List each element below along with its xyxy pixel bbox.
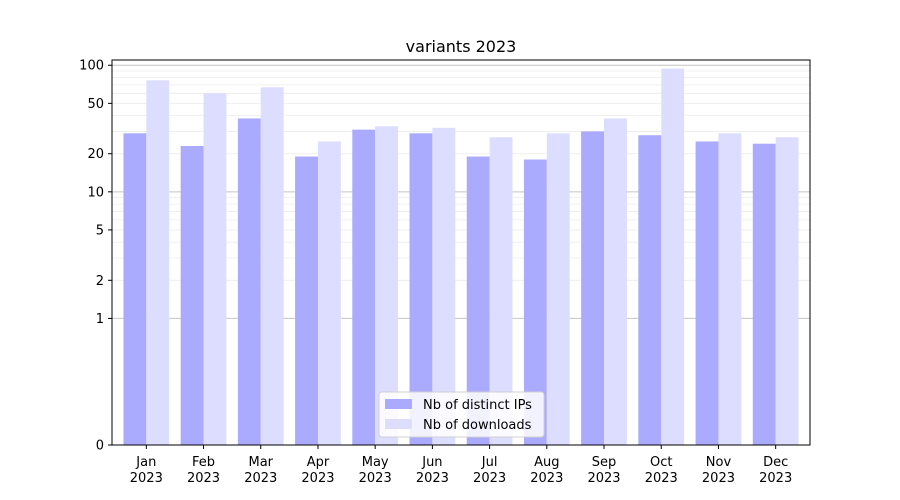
y-tick-label: 0 xyxy=(96,439,104,454)
plot-background xyxy=(112,60,810,445)
y-tick-label: 5 xyxy=(96,223,104,238)
bar-distinct-ips-9 xyxy=(638,135,662,445)
x-tick-label: Nov xyxy=(706,455,732,470)
y-tick-label: 1 xyxy=(96,312,104,327)
x-tick-label: Feb xyxy=(192,455,215,470)
x-tick-label: Jul xyxy=(481,455,498,470)
x-tick-label: 2023 xyxy=(759,471,792,486)
bar-downloads-10 xyxy=(718,133,742,445)
x-tick-label: 2023 xyxy=(416,471,449,486)
x-tick-label: 2023 xyxy=(244,471,277,486)
bars xyxy=(123,68,799,446)
y-tick-label: 50 xyxy=(87,97,104,112)
x-tick-label: Oct xyxy=(650,455,672,470)
bar-downloads-8 xyxy=(604,118,627,445)
bar-distinct-ips-3 xyxy=(295,156,318,446)
x-tick-label: Aug xyxy=(534,455,559,470)
bar-distinct-ips-11 xyxy=(752,143,776,445)
y-tick-label: 100 xyxy=(79,59,104,74)
legend: Nb of distinct IPs Nb of downloads xyxy=(378,391,545,438)
x-tick-label: 2023 xyxy=(187,471,220,486)
bar-distinct-ips-8 xyxy=(581,131,605,445)
x-tick-label: 2023 xyxy=(359,471,392,486)
y-tick-label: 20 xyxy=(87,147,104,162)
legend-label: Nb of distinct IPs xyxy=(423,398,532,413)
y-axis: 0 1 2 5 10 20 50 100 xyxy=(79,59,112,454)
x-axis: Jan2023Feb2023Mar2023Apr2023May2023Jun20… xyxy=(130,445,792,486)
legend-swatch xyxy=(385,419,412,429)
bar-downloads-4 xyxy=(375,126,399,446)
legend-box xyxy=(378,391,545,438)
y-tick-label: 2 xyxy=(96,274,104,289)
bar-distinct-ips-1 xyxy=(180,146,204,445)
x-tick-label: 2023 xyxy=(130,471,163,486)
grid-lines xyxy=(112,64,810,319)
x-tick-label: Apr xyxy=(307,455,330,470)
x-tick-label: Sep xyxy=(592,455,617,470)
bar-downloads-9 xyxy=(661,68,685,446)
bar-distinct-ips-2 xyxy=(237,118,261,445)
y-tick-label: 10 xyxy=(87,185,104,200)
bar-distinct-ips-6 xyxy=(466,156,490,446)
x-tick-label: Dec xyxy=(763,455,788,470)
legend-label: Nb of downloads xyxy=(423,418,532,433)
bar-downloads-5 xyxy=(432,127,456,445)
x-tick-label: 2023 xyxy=(301,471,334,486)
x-tick-label: 2023 xyxy=(473,471,506,486)
bar-downloads-0 xyxy=(146,80,170,446)
bar-downloads-6 xyxy=(489,137,513,446)
x-tick-label: Mar xyxy=(248,455,273,470)
bar-downloads-3 xyxy=(317,141,341,445)
x-tick-label: 2023 xyxy=(702,471,735,486)
bar-distinct-ips-4 xyxy=(352,129,376,445)
chart-title: variants 2023 xyxy=(406,37,517,56)
x-tick-label: Jun xyxy=(421,455,442,470)
bar-distinct-ips-7 xyxy=(523,159,547,445)
bar-downloads-2 xyxy=(260,87,284,445)
x-tick-label: May xyxy=(362,455,389,470)
x-tick-label: Jan xyxy=(135,455,156,470)
bar-downloads-1 xyxy=(203,93,227,445)
x-tick-label: 2023 xyxy=(587,471,620,486)
bar-distinct-ips-0 xyxy=(123,133,147,445)
bar-distinct-ips-5 xyxy=(409,133,433,445)
bar-downloads-11 xyxy=(775,137,799,446)
legend-swatch xyxy=(385,399,412,409)
plot-frame xyxy=(111,59,811,446)
bar-downloads-7 xyxy=(546,133,570,445)
x-tick-label: 2023 xyxy=(645,471,678,486)
bar-distinct-ips-10 xyxy=(695,141,719,445)
x-tick-label: 2023 xyxy=(530,471,563,486)
